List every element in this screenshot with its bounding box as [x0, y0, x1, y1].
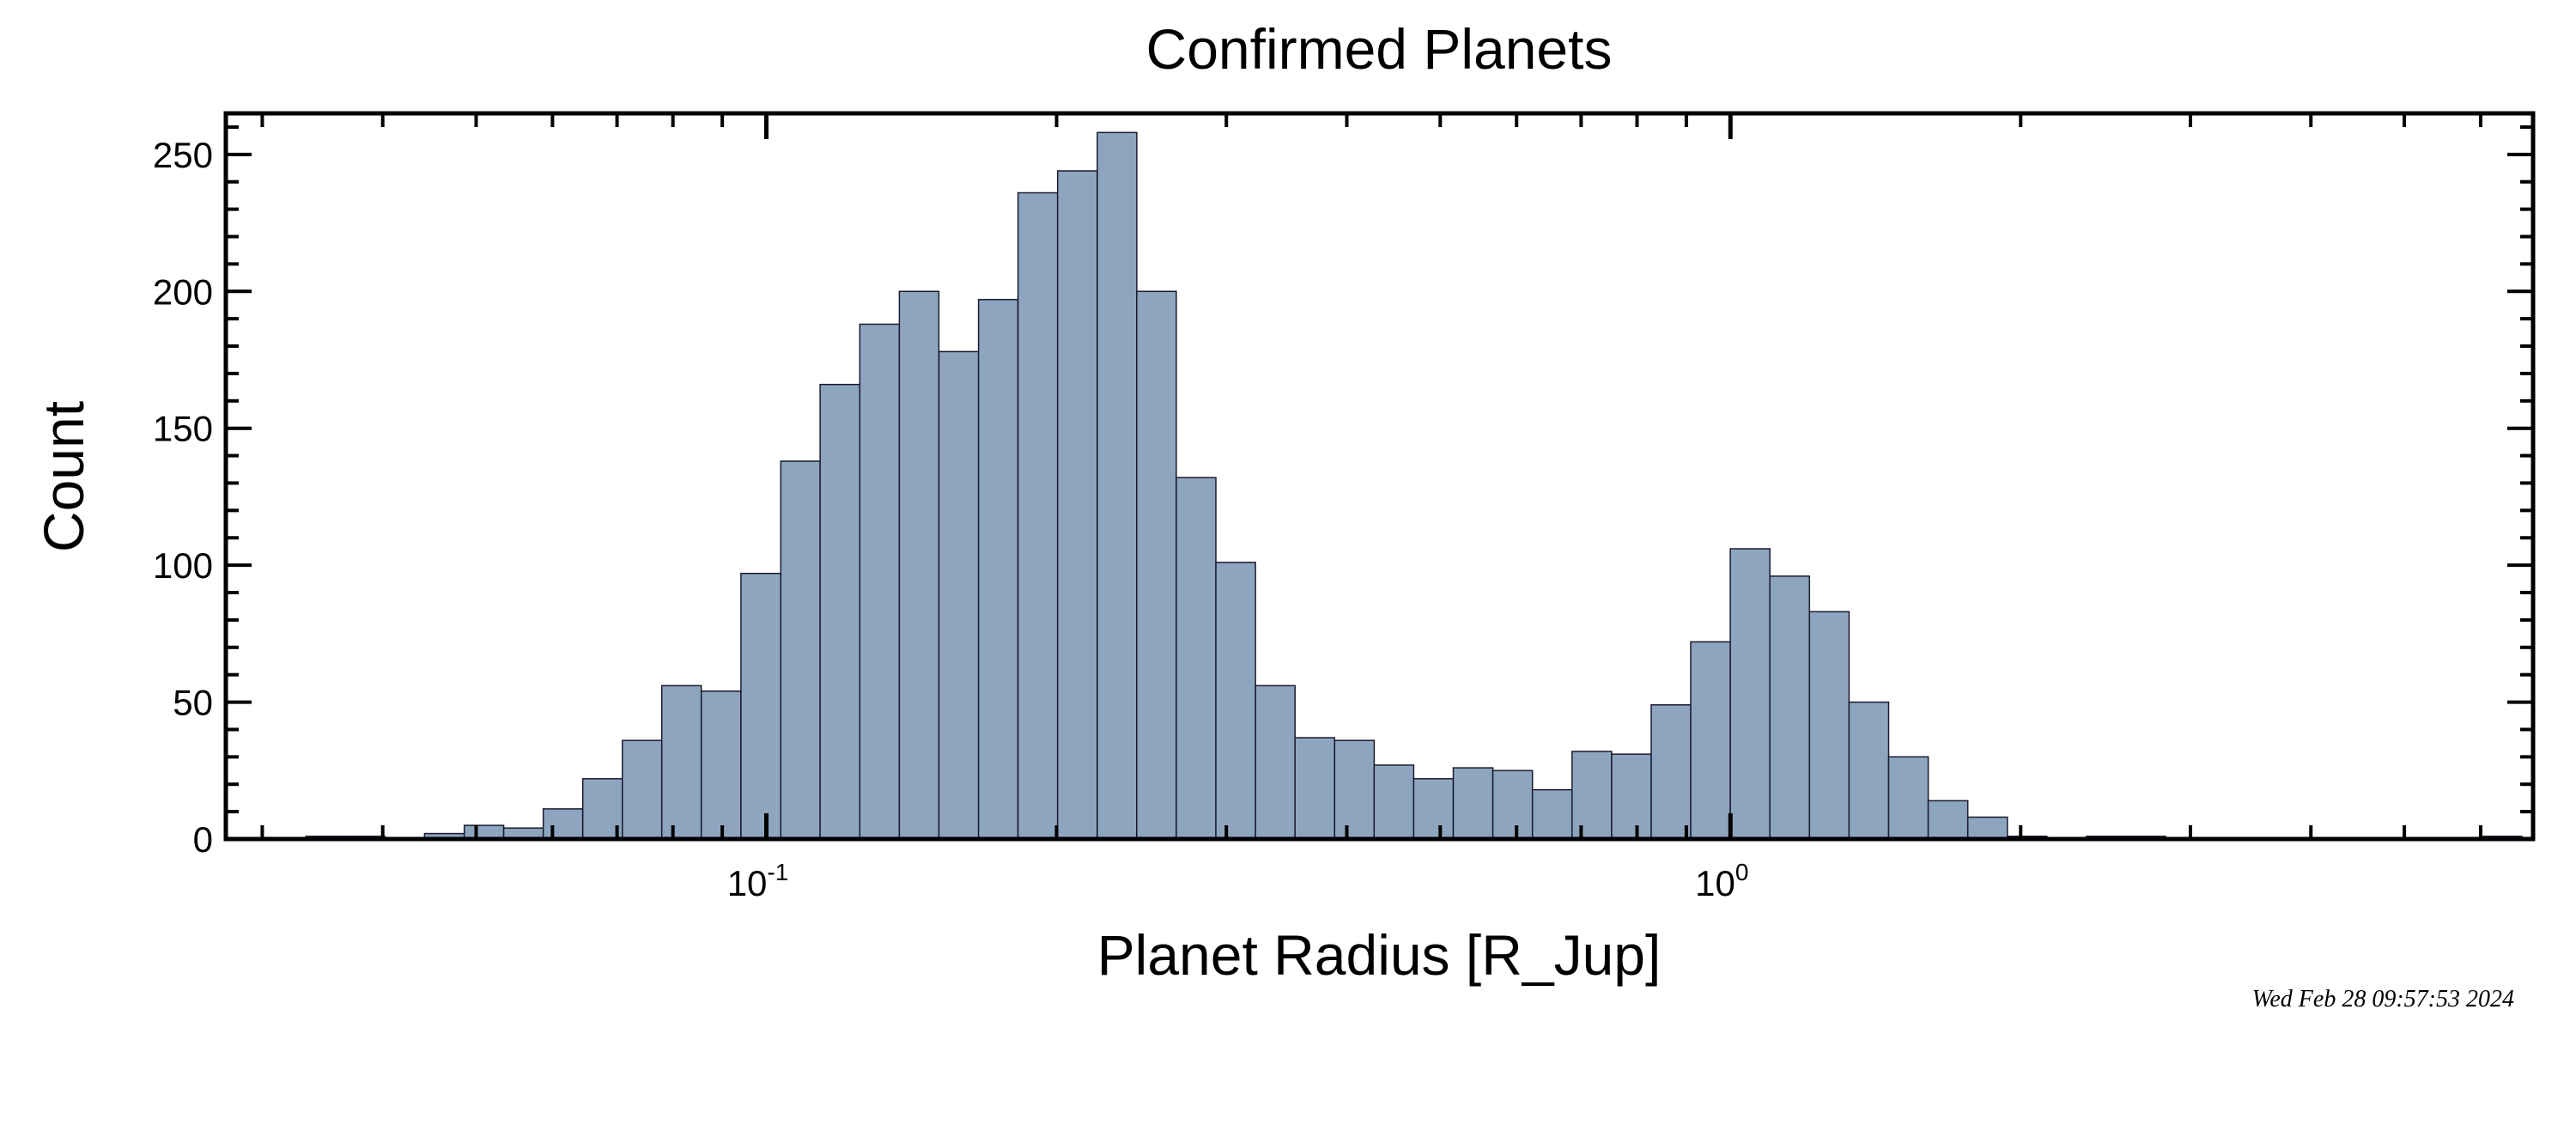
- y-tick-label: 0: [193, 819, 213, 860]
- histogram-bar: [859, 323, 901, 840]
- chart-title: Confirmed Planets: [1146, 17, 1613, 81]
- plot-frame: [223, 111, 2536, 842]
- histogram-bar: [977, 299, 1019, 840]
- histogram-bar: [740, 572, 782, 840]
- histogram-bar: [1966, 816, 2008, 840]
- histogram-bar: [1611, 753, 1652, 840]
- histogram-bar: [1769, 575, 1811, 840]
- histogram-bar: [1136, 290, 1177, 840]
- timestamp-label: Wed Feb 28 09:57:53 2024: [2252, 986, 2514, 1012]
- histogram-bar: [1848, 701, 1890, 840]
- histogram-bar: [1492, 769, 1534, 840]
- histogram-bar: [1176, 477, 1217, 840]
- histogram-bar: [1531, 788, 1573, 840]
- histogram-bar: [1056, 170, 1098, 840]
- histogram-bar: [660, 684, 702, 840]
- y-tick-label: 100: [153, 545, 213, 586]
- histogram-bar: [1927, 800, 1969, 840]
- histogram-bar: [1294, 737, 1335, 840]
- histogram-bars: [305, 131, 2523, 840]
- histogram-bar: [1413, 778, 1455, 840]
- histogram-bar: [1097, 131, 1138, 840]
- histogram-bar: [938, 350, 980, 840]
- histogram-bar: [1334, 739, 1376, 840]
- y-axis-label: Count: [32, 401, 95, 552]
- histogram-bar: [1017, 192, 1059, 840]
- y-tick-label: 150: [153, 409, 213, 449]
- histogram-bar: [819, 383, 861, 840]
- histogram-bar: [1452, 767, 1494, 840]
- histogram-bar: [622, 739, 663, 840]
- y-tick-label: 50: [173, 683, 213, 723]
- x-axis-label: Planet Radius [R_Jup]: [1097, 923, 1662, 987]
- histogram-bar: [1729, 548, 1771, 840]
- histogram-bar: [1255, 684, 1296, 840]
- tick-labels: 0 50 100 150 200 250 10-1 100: [153, 135, 1749, 903]
- histogram-bar: [1808, 611, 1850, 840]
- histogram-bar: [780, 460, 821, 840]
- y-tick-label: 200: [153, 271, 213, 312]
- histogram-bar: [542, 808, 584, 840]
- x-tick-label: 100: [1695, 859, 1748, 903]
- y-tick-label: 250: [153, 135, 213, 175]
- histogram-bar: [1373, 764, 1415, 840]
- x-tick-label: 10-1: [727, 859, 789, 903]
- histogram-bar: [700, 690, 742, 840]
- histogram-bar: [1215, 562, 1256, 840]
- axis-ticks: [226, 113, 2533, 841]
- histogram-bar: [898, 290, 940, 840]
- histogram-bar: [1887, 756, 1929, 840]
- histogram-bar: [1571, 751, 1613, 840]
- histogram-bar: [1690, 641, 1731, 840]
- histogram-bar: [1650, 704, 1692, 840]
